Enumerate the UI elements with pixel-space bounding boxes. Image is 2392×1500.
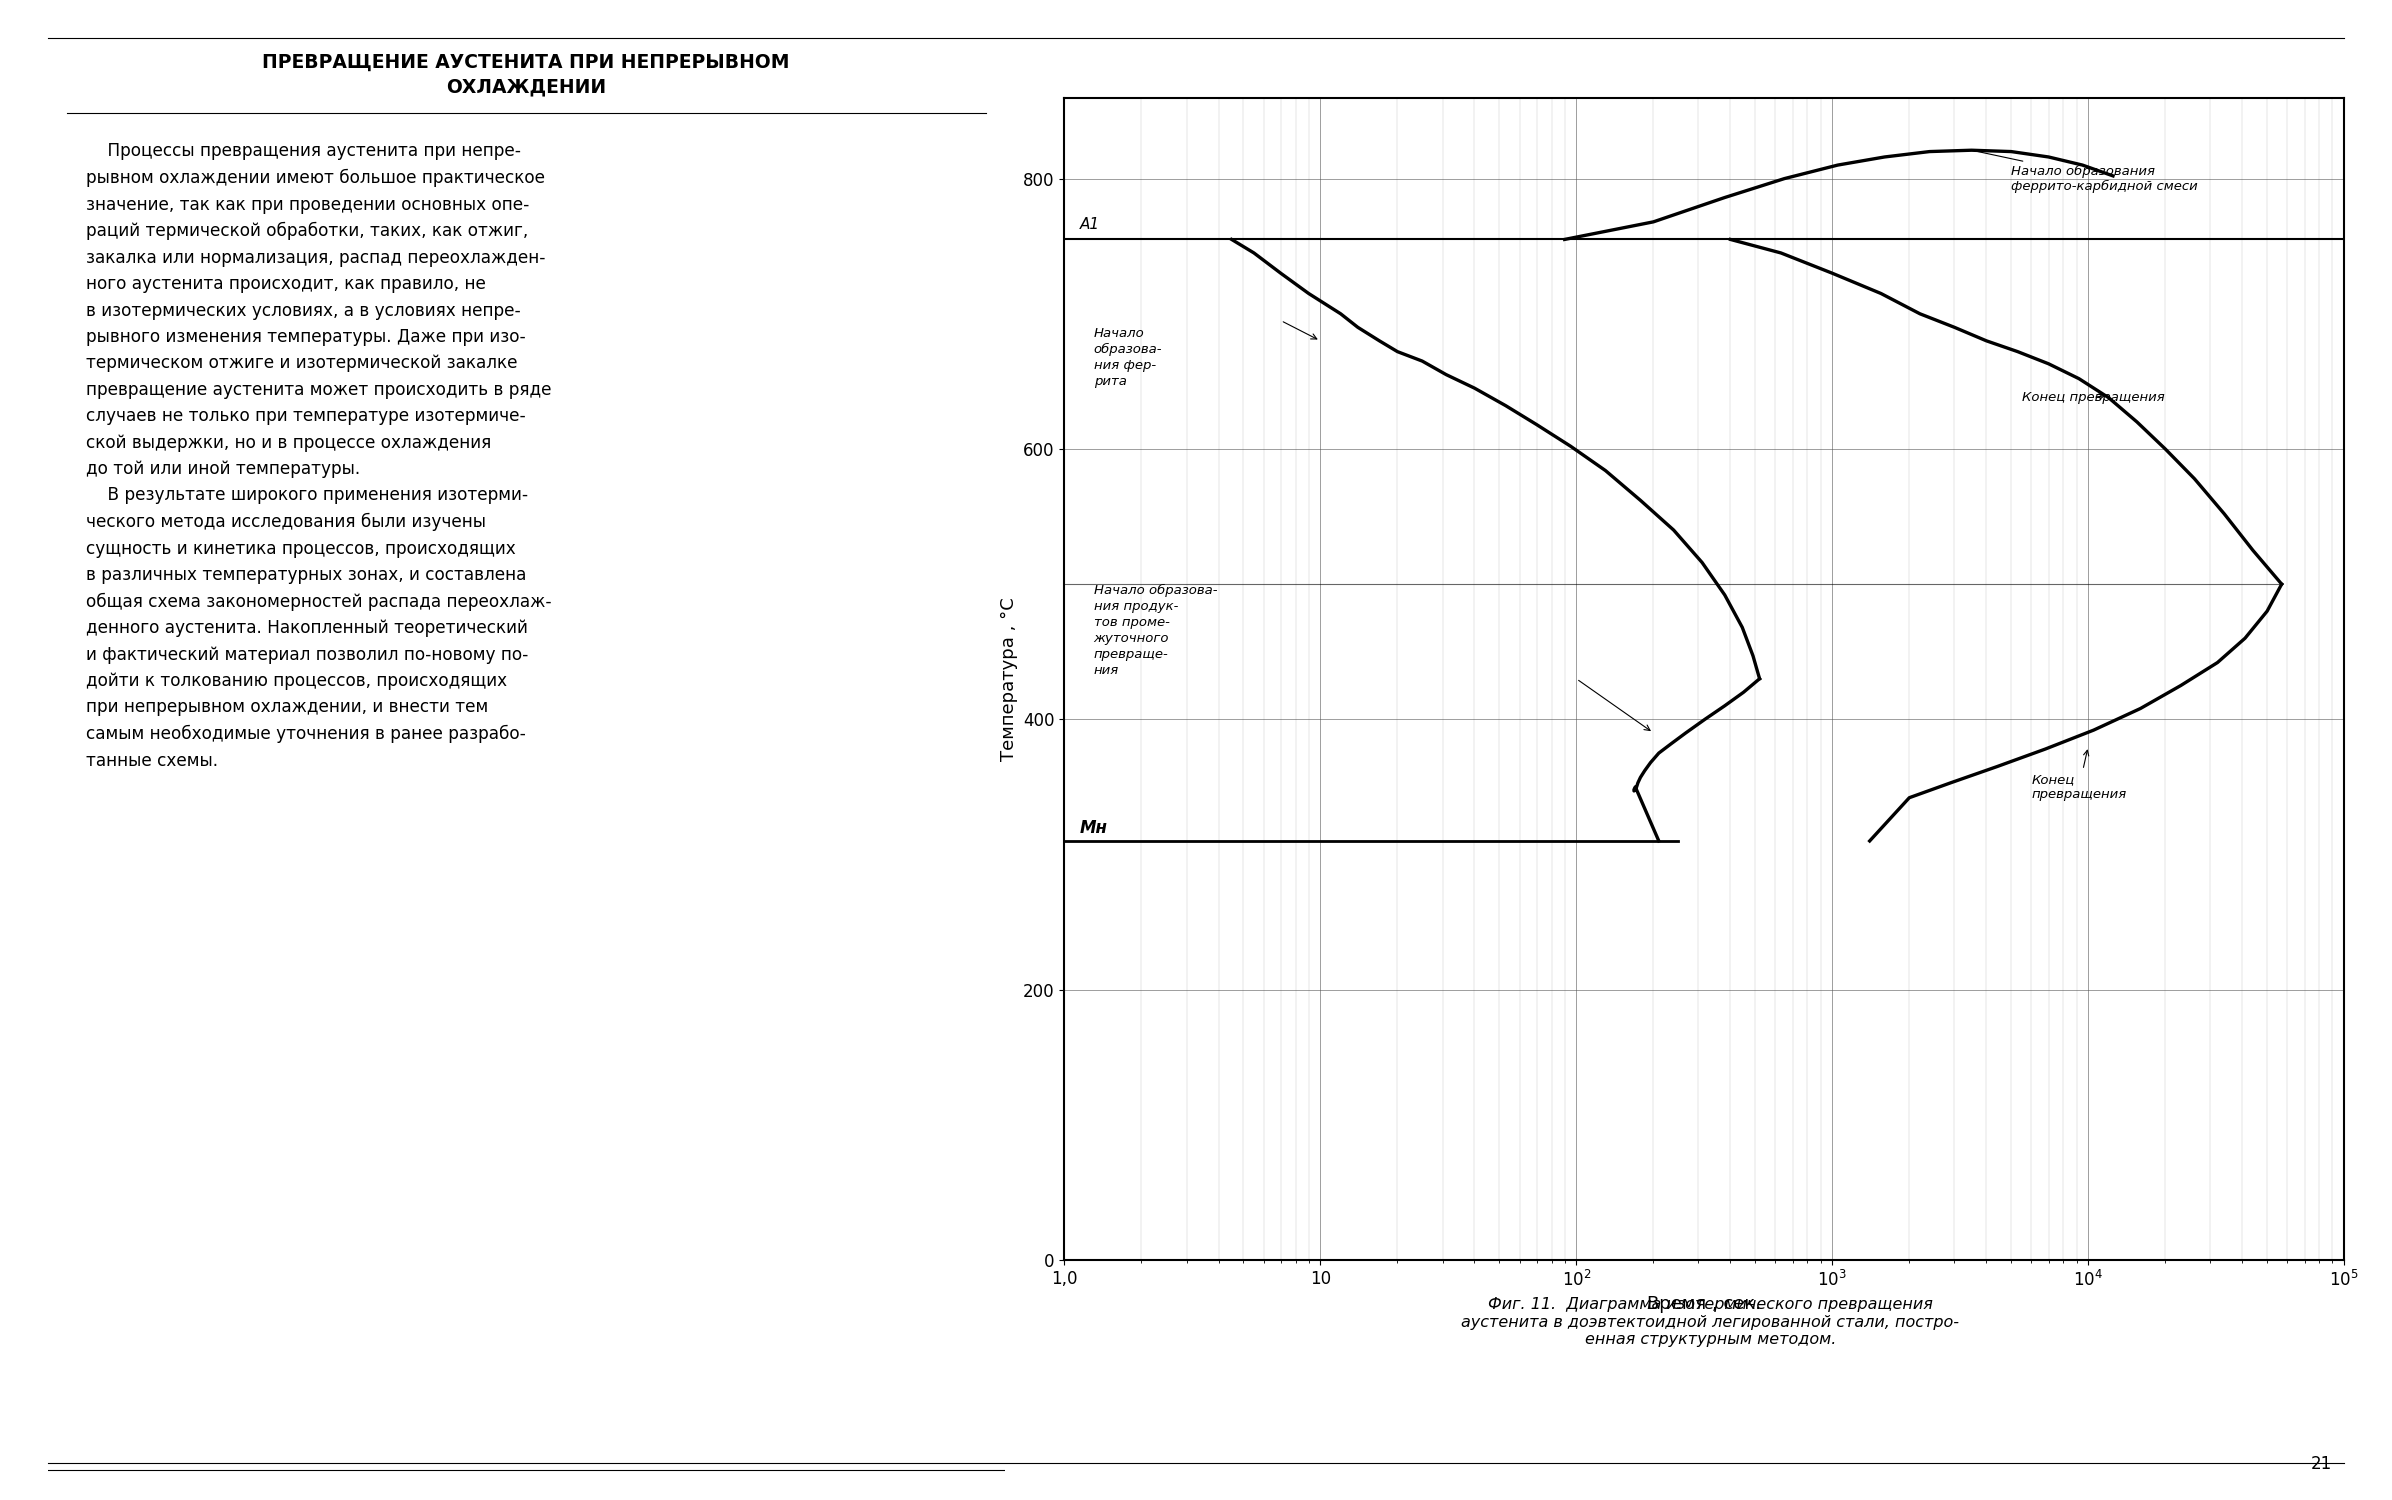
Y-axis label: Температура , °С: Температура , °С <box>1000 597 1017 760</box>
Text: Конец превращения: Конец превращения <box>2021 392 2165 404</box>
Text: Начало образова-
ния продук-
тов проме-
жуточного
превраще-
ния: Начало образова- ния продук- тов проме- … <box>1093 584 1218 676</box>
Text: Начало образования
феррито-карбидной смеси: Начало образования феррито-карбидной сме… <box>1973 152 2198 192</box>
Text: Конец
превращения: Конец превращения <box>2031 750 2126 801</box>
Text: 21: 21 <box>2311 1455 2332 1473</box>
Text: Начало
образова-
ния фер-
рита: Начало образова- ния фер- рита <box>1093 327 1163 388</box>
Text: А1: А1 <box>1079 216 1100 231</box>
Text: Фиг. 11.  Диаграмма изотермического превращения
аустенита в доэвтектоидной легир: Фиг. 11. Диаграмма изотермического превр… <box>1462 1298 1959 1347</box>
Text: Процессы превращения аустенита при непре-
рывном охлаждении имеют большое практи: Процессы превращения аустенита при непре… <box>86 142 553 770</box>
Text: ПРЕВРАЩЕНИЕ АУСТЕНИТА ПРИ НЕПРЕРЫВНОМ
ОХЛАЖДЕНИИ: ПРЕВРАЩЕНИЕ АУСТЕНИТА ПРИ НЕПРЕРЫВНОМ ОХ… <box>263 53 789 96</box>
Text: Мн: Мн <box>1079 819 1107 837</box>
X-axis label: Время , сек.: Время , сек. <box>1648 1296 1761 1314</box>
